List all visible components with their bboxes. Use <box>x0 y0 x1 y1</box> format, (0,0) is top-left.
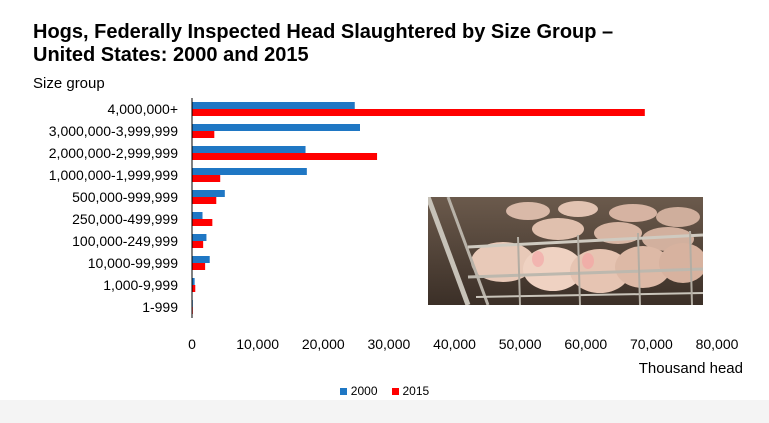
x-tick-label: 80,000 <box>696 336 739 352</box>
bar-2000-5 <box>192 212 203 219</box>
bar-2015-7 <box>192 263 206 270</box>
footer-band <box>0 400 769 423</box>
x-tick-label: 70,000 <box>630 336 673 352</box>
bar-2015-0 <box>192 109 645 116</box>
x-tick-label: 0 <box>188 336 196 352</box>
legend-item-2015: 2015 <box>391 384 430 398</box>
legend-swatch-2000 <box>339 387 347 395</box>
hogs-in-pen-photo <box>428 197 703 305</box>
y-tick-label: 1-999 <box>142 299 178 315</box>
x-tick-label: 20,000 <box>302 336 345 352</box>
bar-2000-0 <box>192 102 355 109</box>
y-tick-label: 250,000-499,999 <box>72 211 178 227</box>
legend-swatch-2015 <box>391 387 399 395</box>
y-tick-label: 10,000-99,999 <box>88 255 179 271</box>
bar-2015-4 <box>192 197 217 204</box>
x-tick-labels: 0 10,000 20,000 30,000 40,000 50,000 60,000 70,… <box>188 336 739 352</box>
y-tick-label: 500,000-999,999 <box>72 189 178 205</box>
y-tick-labels: 4,000,000+ 3,000,000-3,999,999 2,000,000-2… <box>49 101 178 315</box>
y-tick-label: 3,000,000-3,999,999 <box>49 123 178 139</box>
x-tick-label: 30,000 <box>367 336 410 352</box>
bar-2015-3 <box>192 175 221 182</box>
y-axis-title: Size group <box>33 75 105 92</box>
legend-label-2000: 2000 <box>350 384 378 398</box>
chart-title: Hogs, Federally Inspected Head Slaughter… <box>33 21 614 66</box>
x-tick-label: 10,000 <box>236 336 279 352</box>
x-tick-label: 60,000 <box>564 336 607 352</box>
bar-2015-6 <box>192 241 204 248</box>
bar-2000-3 <box>192 168 307 175</box>
bar-2000-1 <box>192 124 360 131</box>
y-tick-label: 2,000,000-2,999,999 <box>49 145 178 161</box>
bar-2000-6 <box>192 234 207 241</box>
bar-2000-7 <box>192 256 210 263</box>
bar-2000-2 <box>192 146 306 153</box>
bars-group <box>192 102 645 314</box>
y-tick-label: 1,000-9,999 <box>103 277 178 293</box>
y-tick-label: 1,000,000-1,999,999 <box>49 167 178 183</box>
x-axis-title: Thousand head <box>638 360 743 377</box>
y-tick-label: 4,000,000+ <box>108 101 178 117</box>
bar-2015-5 <box>192 219 213 226</box>
legend-label-2015: 2015 <box>402 384 430 398</box>
bar-2015-1 <box>192 131 215 138</box>
legend-item-2000: 2000 <box>339 384 378 398</box>
legend: 2000 2015 <box>0 384 769 398</box>
bar-2015-2 <box>192 153 378 160</box>
bar-2015-8 <box>192 285 196 292</box>
x-tick-label: 40,000 <box>433 336 476 352</box>
x-tick-label: 50,000 <box>499 336 542 352</box>
bar-2000-4 <box>192 190 225 197</box>
bar-2000-8 <box>192 278 195 285</box>
y-tick-label: 100,000-249,999 <box>72 233 178 249</box>
